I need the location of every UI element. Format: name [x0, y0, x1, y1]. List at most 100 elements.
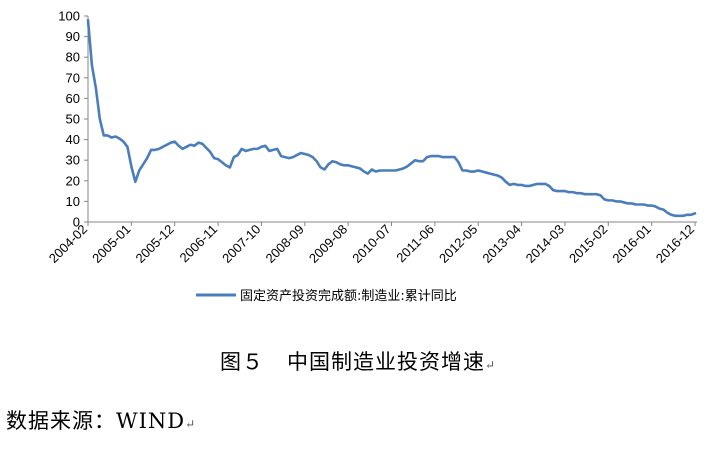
data-point [406, 165, 408, 167]
y-tick-label: 50 [66, 112, 80, 127]
x-tick-label: 2011-06 [393, 222, 437, 266]
data-point [654, 205, 657, 208]
data-point [355, 166, 357, 169]
data-point [524, 185, 527, 187]
data-point [434, 155, 436, 157]
data-point [221, 161, 223, 163]
data-point [170, 142, 172, 144]
data-point [260, 146, 263, 148]
data-point [430, 155, 432, 157]
x-axis: 2004-02 2005-01 2005-12 2006-11 2007-10 2008-… [46, 221, 697, 266]
data-point [201, 143, 203, 145]
data-point [611, 199, 613, 201]
data-point [134, 181, 136, 183]
data-point [331, 160, 333, 162]
data-point [268, 150, 270, 152]
x-tick-label: 2014-03 [523, 222, 567, 266]
series-layer [86, 18, 697, 218]
data-point [241, 148, 243, 150]
series-line [86, 18, 697, 218]
data-point [95, 87, 97, 89]
data-point [489, 172, 491, 175]
data-point [304, 153, 306, 155]
x-tick-label: 2009-08 [306, 222, 350, 266]
data-point [189, 144, 192, 146]
data-point [394, 169, 397, 172]
y-axis: 0 10 20 30 40 50 60 70 80 90 100 [58, 9, 89, 230]
data-point [426, 156, 428, 158]
data-point [347, 164, 349, 166]
data-point [114, 135, 117, 138]
data-point [682, 215, 684, 217]
data-point [544, 183, 546, 185]
data-point [150, 149, 152, 151]
data-point [599, 194, 602, 196]
data-point [623, 201, 625, 204]
data-point [603, 198, 605, 200]
data-point [469, 170, 471, 173]
data-point [375, 170, 377, 173]
data-point [300, 152, 302, 154]
data-point [398, 168, 400, 171]
data-point [162, 146, 164, 148]
data-point [639, 203, 641, 206]
data-point [339, 163, 341, 165]
x-tick-label: 2016-01 [609, 222, 653, 266]
data-point [312, 156, 314, 158]
x-tick-label: 2016-12 [653, 222, 697, 266]
y-tick-label: 90 [66, 29, 80, 44]
data-point [572, 191, 574, 193]
data-point [296, 154, 298, 156]
data-point [284, 156, 286, 158]
x-tick-label: 2008-09 [263, 222, 307, 266]
data-source-text: 数据来源：WIND [6, 409, 186, 433]
y-tick-label: 70 [66, 70, 80, 85]
data-point [528, 185, 531, 187]
data-point [446, 156, 448, 158]
data-point [138, 169, 140, 172]
y-tick-label: 80 [66, 50, 80, 65]
data-point [142, 163, 144, 165]
data-point [607, 199, 609, 201]
data-point [513, 183, 515, 185]
data-source: 数据来源：WIND↵ [6, 405, 196, 435]
data-point [402, 167, 404, 170]
figure-label: 图５ [219, 350, 264, 374]
data-point [552, 189, 554, 191]
data-point [264, 145, 266, 147]
data-point [209, 151, 211, 153]
data-point [359, 167, 361, 170]
data-point [319, 166, 322, 169]
data-point [678, 215, 680, 217]
data-point [118, 137, 121, 140]
data-point [473, 170, 475, 173]
y-tick-label: 30 [66, 153, 80, 168]
data-point [497, 175, 499, 177]
data-point [386, 169, 389, 172]
data-point [111, 136, 113, 139]
data-point [485, 171, 487, 174]
data-point [383, 169, 385, 172]
data-point [532, 184, 535, 186]
data-point [185, 146, 188, 148]
data-point [193, 145, 196, 147]
data-point [390, 169, 393, 172]
data-point [174, 141, 176, 143]
data-point [323, 168, 326, 171]
data-point [457, 161, 460, 163]
data-point [690, 214, 692, 216]
data-point [493, 174, 495, 176]
data-point [146, 157, 148, 159]
data-point [245, 150, 247, 152]
data-point [595, 193, 598, 195]
data-point [252, 148, 255, 150]
data-point [316, 160, 318, 162]
data-point [229, 166, 231, 169]
data-point [414, 159, 416, 161]
data-point [335, 161, 337, 163]
data-point [576, 192, 578, 194]
data-point [379, 169, 381, 172]
data-point [587, 193, 590, 195]
data-point [517, 184, 519, 186]
